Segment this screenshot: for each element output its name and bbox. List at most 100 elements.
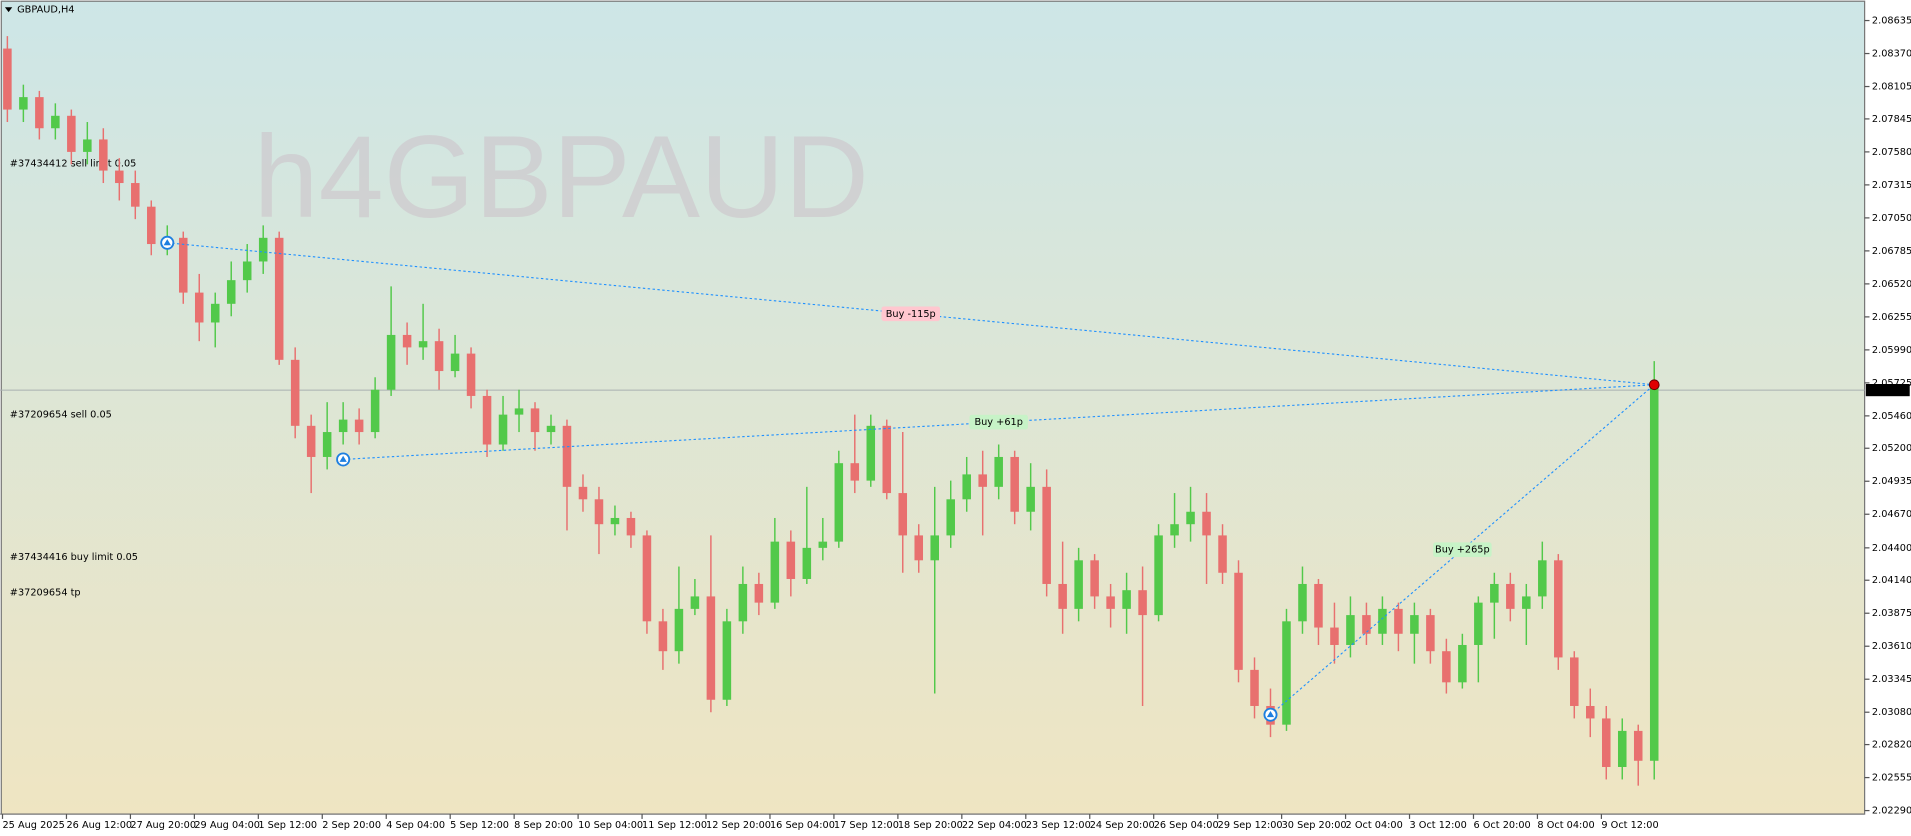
x-tick-label: 1 Sep 12:00 [258,820,317,831]
entry-arrow [163,239,171,246]
candle-body [1586,705,1595,719]
x-tick-label: 29 Aug 04:00 [194,820,260,831]
trade-label-bg [969,414,1028,430]
candle-body [1058,583,1067,609]
candle-body [242,261,252,281]
candle-body [1234,572,1243,670]
candle-body [850,463,860,481]
candle-body [1601,718,1611,767]
candle-body [1362,615,1371,634]
candle-body [898,493,908,536]
candle-body [498,414,508,445]
candle-body [3,48,12,110]
x-tick-label: 3 Oct 12:00 [1410,820,1467,831]
candle-body [1538,560,1547,597]
candle-body [1282,621,1291,725]
candle-body [1570,657,1579,706]
candle-body [178,237,188,293]
x-tick-label: 25 Aug 2025 [3,820,65,831]
x-tick-label: 5 Sep 12:00 [450,820,509,831]
entry-arrow [339,455,347,462]
candle-body [306,425,316,457]
candle-body [1378,608,1387,634]
candle-body [194,292,204,323]
y-tick-label: 2.08105 [1872,82,1911,93]
candle-body [370,389,380,433]
symbol-title: GBPAUD,H4 [17,5,74,16]
candle-body [482,395,492,445]
candle-body [1617,730,1627,767]
x-tick-label: 24 Sep 20:00 [1090,820,1155,831]
x-tick-label: 12 Sep 20:00 [706,820,771,831]
candle-body [1250,669,1259,706]
x-tick-label: 23 Sep 12:00 [1026,820,1091,831]
candle-body [210,303,220,323]
x-tick-label: 10 Sep 04:00 [578,820,643,831]
plot-area [0,0,1866,815]
menu-arrow[interactable] [4,7,13,13]
y-tick-label: 2.06255 [1872,312,1911,323]
x-tick-label: 4 Sep 04:00 [386,820,445,831]
candle-body [1170,524,1179,536]
x-tick-label: 17 Sep 12:00 [834,820,899,831]
candle-body [978,474,987,487]
trade-line [343,384,1655,460]
y-tick-label: 2.07050 [1872,213,1911,224]
marks: 2.08635 2.08370 2.08105 2.07845 2.07580 2.073… [0,16,1911,831]
candle-body [51,115,60,129]
candle-body [99,139,108,171]
x-tick-label: 11 Sep 12:00 [642,820,707,831]
candle-body [722,621,732,700]
y-tick-label: 2.03345 [1872,674,1911,685]
entry-arrow [1266,711,1275,718]
candle-body [1218,535,1227,573]
candle-body [1106,596,1115,609]
candle-body [131,183,140,207]
candle-body [882,425,892,494]
y-tick-label: 2.05990 [1872,345,1911,356]
candle-body [1554,560,1563,658]
trade-label-bg [1433,542,1492,558]
x-tick-label: 18 Sep 20:00 [898,820,963,831]
x-tick-label: 2 Oct 04:00 [1346,820,1403,831]
candle-body [642,535,652,622]
candle-body [274,237,284,360]
candle-body [786,541,796,579]
y-tick-label: 2.03875 [1872,608,1911,619]
y-tick-label: 2.07315 [1872,180,1911,191]
candle-body [530,408,540,433]
x-tick-label: 22 Sep 04:00 [962,820,1027,831]
y-tick-label: 2.06520 [1872,279,1911,290]
y-tick-label: 2.03080 [1872,707,1911,718]
y-tick-label: 2.04140 [1872,575,1911,586]
y-tick-label: 2.06785 [1872,246,1911,257]
candle-body [450,353,460,372]
candle-body [514,408,524,415]
candle-body [1633,730,1643,761]
y-tick-label: 2.02290 [1872,806,1911,817]
order-label: #37434416 buy limit 0.05 [10,552,138,563]
candle-body [802,547,812,579]
x-tick-label: 27 Aug 20:00 [130,820,196,831]
y-tick-label: 2.08635 [1872,16,1911,27]
candle-body [562,425,572,487]
trade-label: Buy +61p [974,417,1022,428]
trade-line [1270,384,1655,716]
candle-body [770,541,780,603]
candle-body [738,583,748,622]
y-tick-label: 2.08370 [1872,49,1911,60]
y-tick-label: 2.05200 [1872,443,1911,454]
candle-body [1298,583,1307,622]
candle-body [338,419,348,433]
candle-body [1394,608,1403,634]
y-tick-label: 2.03610 [1872,641,1911,652]
y-tick-label: 2.07580 [1872,147,1911,158]
y-tick-label: 2.05725 [1872,378,1911,389]
candle-body [1442,651,1451,683]
y-tick-label: 2.05460 [1872,411,1911,422]
y-tick-label: 2.04400 [1872,543,1911,554]
candle-body [322,432,332,457]
y-tick-label: 2.07845 [1872,114,1911,125]
candle-body [1649,384,1659,761]
